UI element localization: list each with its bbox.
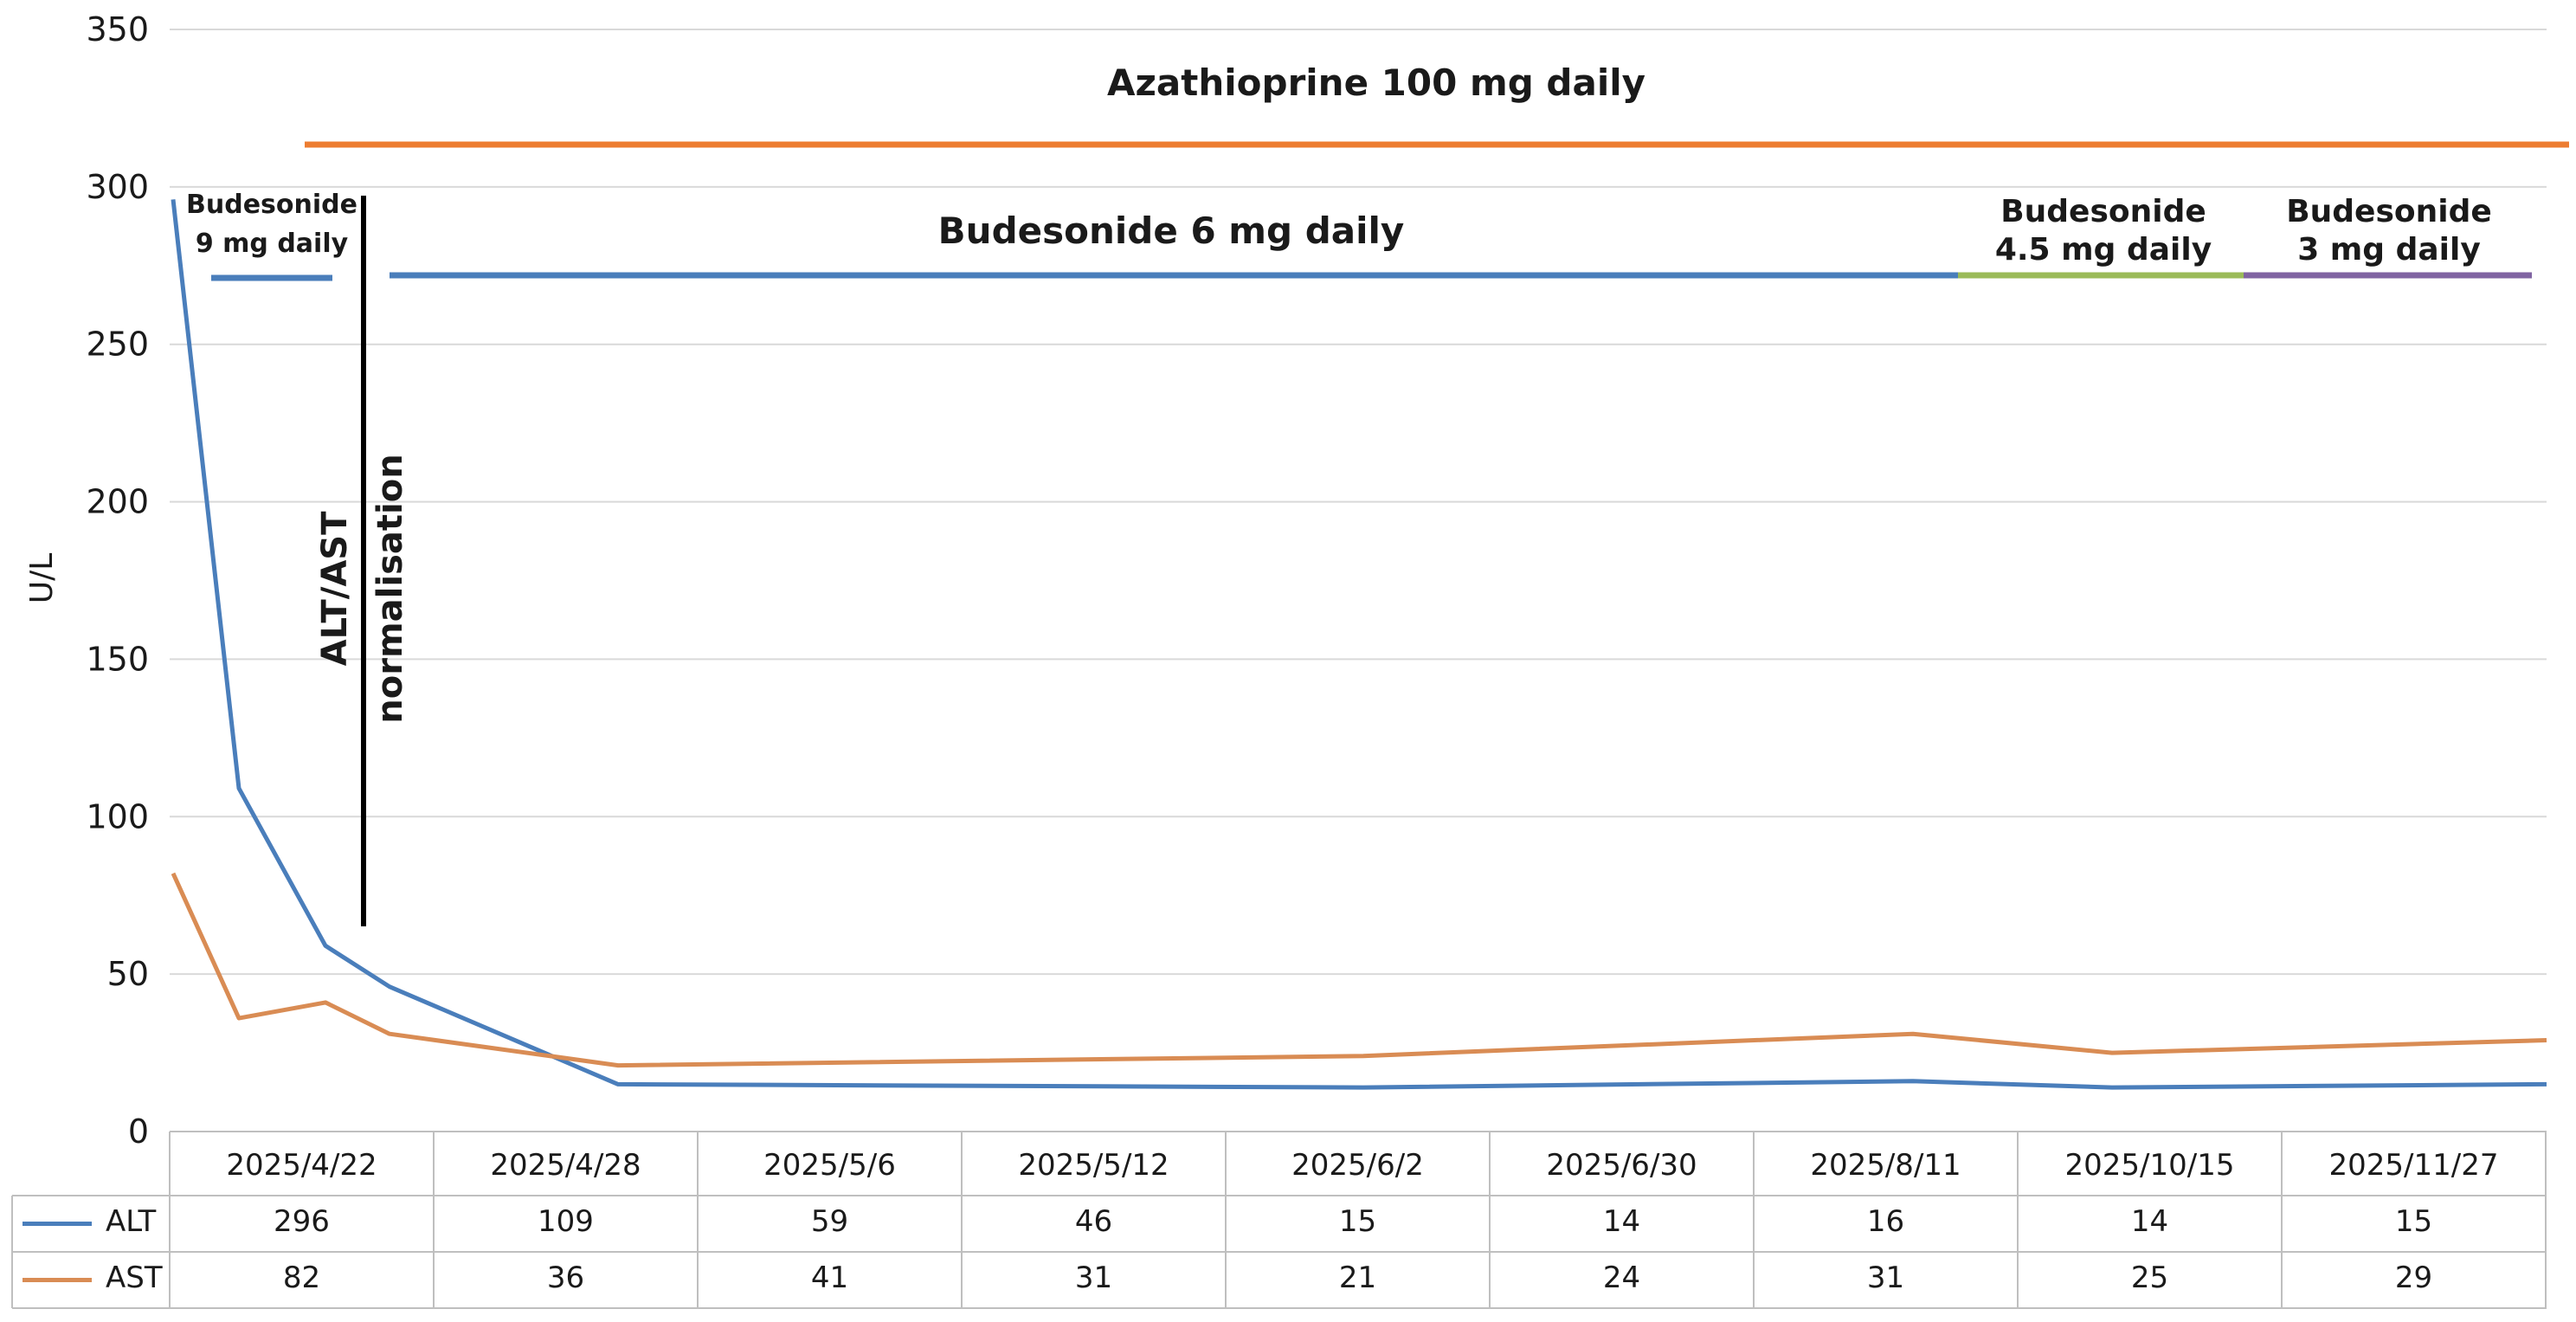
data-label: 21 bbox=[1339, 1261, 1376, 1295]
annotations: Azathioprine 100 mg daily Budesonide 9 mg … bbox=[186, 61, 2569, 926]
data-label: 31 bbox=[1075, 1261, 1112, 1295]
x-tick-label: 2025/10/15 bbox=[2065, 1148, 2235, 1183]
data-label: 24 bbox=[1603, 1261, 1640, 1295]
y-tick-label: 50 bbox=[107, 955, 149, 993]
data-label: 59 bbox=[811, 1204, 848, 1239]
y-tick-label: 0 bbox=[128, 1112, 149, 1151]
normalisation-label: normalisation bbox=[370, 454, 410, 723]
y-axis-label: U/L bbox=[24, 553, 60, 604]
x-tick-label: 2025/4/28 bbox=[490, 1148, 641, 1183]
legend-label-ast: AST bbox=[106, 1261, 163, 1295]
data-label: 14 bbox=[1603, 1204, 1640, 1239]
normalisation-label: ALT/AST bbox=[315, 511, 355, 666]
data-label: 29 bbox=[2395, 1261, 2432, 1295]
series-line-ast bbox=[171, 872, 2547, 1068]
data-table: 2025/4/22 2025/4/28 2025/5/6 2025/5/12 2025/… bbox=[11, 1131, 2547, 1309]
budesonide-3mg-label: Budesonide bbox=[2286, 194, 2492, 229]
legend-label-alt: ALT bbox=[106, 1204, 157, 1239]
x-tick-label: 2025/6/30 bbox=[1546, 1148, 1697, 1183]
budesonide-3mg-label: 3 mg daily bbox=[2297, 232, 2481, 268]
budesonide-4.5mg-label: Budesonide bbox=[2000, 194, 2206, 229]
data-label: 82 bbox=[283, 1261, 320, 1295]
y-tick-label: 200 bbox=[86, 483, 149, 521]
budesonide-4.5mg-label: 4.5 mg daily bbox=[1995, 232, 2212, 268]
data-label: 16 bbox=[1867, 1204, 1904, 1239]
x-tick-label: 2025/4/22 bbox=[226, 1148, 377, 1183]
y-tick-label: 100 bbox=[86, 797, 149, 835]
data-label: 109 bbox=[538, 1204, 594, 1239]
data-label: 15 bbox=[1339, 1204, 1376, 1239]
x-tick-label: 2025/5/12 bbox=[1018, 1148, 1169, 1183]
data-label: 296 bbox=[274, 1204, 330, 1239]
y-tick-label: 250 bbox=[86, 326, 149, 364]
y-tick-label: 150 bbox=[86, 640, 149, 678]
y-tick-label: 350 bbox=[86, 10, 149, 48]
budesonide-9mg-label: Budesonide bbox=[186, 190, 357, 220]
series-line-alt bbox=[171, 199, 2547, 1090]
data-label: 31 bbox=[1867, 1261, 1904, 1295]
azathioprine-label: Azathioprine 100 mg daily bbox=[1107, 61, 1645, 104]
budesonide-6mg-label: Budesonide 6 mg daily bbox=[938, 210, 1405, 252]
data-label: 25 bbox=[2131, 1261, 2168, 1295]
budesonide-9mg-label: 9 mg daily bbox=[196, 229, 349, 259]
data-label: 14 bbox=[2131, 1204, 2168, 1239]
x-tick-label: 2025/6/2 bbox=[1291, 1148, 1424, 1183]
x-tick-label: 2025/11/27 bbox=[2329, 1148, 2499, 1183]
x-tick-label: 2025/5/6 bbox=[763, 1148, 896, 1183]
y-axis: 0 50 100 150 200 250 300 350 bbox=[86, 10, 149, 1151]
data-label: 15 bbox=[2395, 1204, 2432, 1239]
data-label: 41 bbox=[811, 1261, 848, 1295]
data-label: 36 bbox=[547, 1261, 584, 1295]
x-tick-label: 2025/8/11 bbox=[1810, 1148, 1961, 1183]
data-label: 46 bbox=[1075, 1204, 1112, 1239]
y-tick-label: 300 bbox=[86, 168, 149, 206]
series-lines bbox=[171, 199, 2547, 1090]
gridlines bbox=[170, 29, 2547, 976]
